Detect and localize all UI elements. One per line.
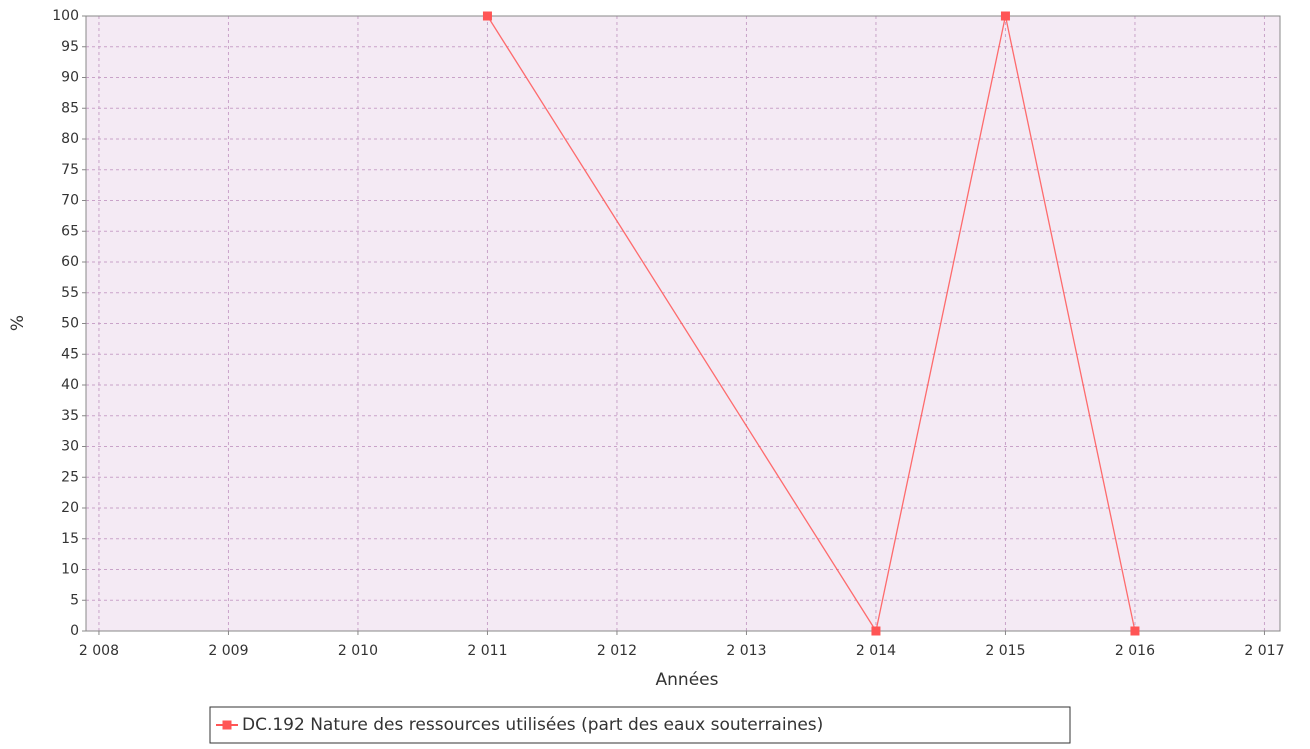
y-tick-label: 35 [61, 408, 79, 424]
y-tick-label: 85 [61, 100, 79, 116]
point [1000, 11, 1010, 21]
x-tick-label: 2 010 [338, 643, 378, 659]
y-axis-label: % [8, 315, 28, 331]
y-tick-label: 20 [61, 500, 79, 516]
x-tick-label: 2 013 [726, 643, 766, 659]
y-tick-label: 80 [61, 131, 79, 147]
point [482, 11, 492, 21]
y-tick-label: 90 [61, 70, 79, 86]
legend-marker [222, 720, 232, 730]
plot-border [85, 15, 1281, 632]
point [1130, 626, 1140, 636]
y-tick-label: 60 [61, 254, 79, 270]
x-tick-label: 2 016 [1115, 643, 1155, 659]
y-tick-label: 95 [61, 39, 79, 55]
y-tick-label: 55 [61, 285, 79, 301]
y-tick-label: 5 [70, 592, 79, 608]
y-tick-label: 0 [70, 623, 79, 639]
legend-box [209, 706, 1071, 744]
x-tick-label: 2 011 [467, 643, 507, 659]
x-tick-label: 2 008 [79, 643, 119, 659]
y-tick-label: 65 [61, 223, 79, 239]
y-tick-label: 75 [61, 162, 79, 178]
y-tick-label: 30 [61, 439, 79, 455]
y-tick-label: 40 [61, 377, 79, 393]
point [871, 626, 881, 636]
y-tick-label: 70 [61, 193, 79, 209]
x-tick-label: 2 015 [985, 643, 1025, 659]
x-tick-label: 2 009 [208, 643, 248, 659]
x-tick-label: 2 012 [597, 643, 637, 659]
y-tick-label: 100 [52, 8, 79, 24]
series-line [486, 15, 1136, 633]
y-tick-label: 50 [61, 316, 79, 332]
y-tick-label: 15 [61, 531, 79, 547]
legend-label: DC.192 Nature des ressources utilisées (… [242, 715, 823, 735]
y-tick-label: 45 [61, 346, 79, 362]
x-tick-label: 2 014 [856, 643, 896, 659]
y-tick-label: 25 [61, 469, 79, 485]
y-tick-label: 10 [61, 562, 79, 578]
x-tick-label: 2 017 [1244, 643, 1284, 659]
x-axis-label: Années [656, 670, 719, 690]
